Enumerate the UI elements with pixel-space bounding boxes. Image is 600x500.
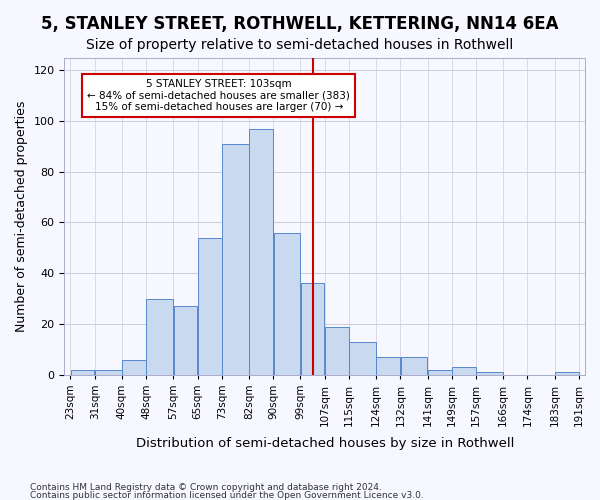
Text: Size of property relative to semi-detached houses in Rothwell: Size of property relative to semi-detach… <box>86 38 514 52</box>
Bar <box>376 357 400 374</box>
Bar <box>401 357 427 374</box>
Bar <box>476 372 503 374</box>
Bar <box>555 372 579 374</box>
Bar <box>349 342 376 374</box>
Y-axis label: Number of semi-detached properties: Number of semi-detached properties <box>15 100 28 332</box>
Bar <box>428 370 452 374</box>
Bar <box>274 232 300 374</box>
Text: 5, STANLEY STREET, ROTHWELL, KETTERING, NN14 6EA: 5, STANLEY STREET, ROTHWELL, KETTERING, … <box>41 15 559 33</box>
Bar <box>95 370 122 374</box>
Bar <box>249 128 273 374</box>
Bar <box>301 284 325 374</box>
Bar <box>198 238 221 374</box>
Bar <box>122 360 146 374</box>
Bar <box>146 298 173 374</box>
Bar <box>452 367 476 374</box>
Text: Contains public sector information licensed under the Open Government Licence v3: Contains public sector information licen… <box>30 490 424 500</box>
Text: Contains HM Land Registry data © Crown copyright and database right 2024.: Contains HM Land Registry data © Crown c… <box>30 483 382 492</box>
Text: 5 STANLEY STREET: 103sqm
← 84% of semi-detached houses are smaller (383)
15% of : 5 STANLEY STREET: 103sqm ← 84% of semi-d… <box>88 79 350 112</box>
Bar <box>325 326 349 374</box>
Bar <box>71 370 94 374</box>
Bar <box>222 144 249 374</box>
Bar <box>173 306 197 374</box>
X-axis label: Distribution of semi-detached houses by size in Rothwell: Distribution of semi-detached houses by … <box>136 437 514 450</box>
